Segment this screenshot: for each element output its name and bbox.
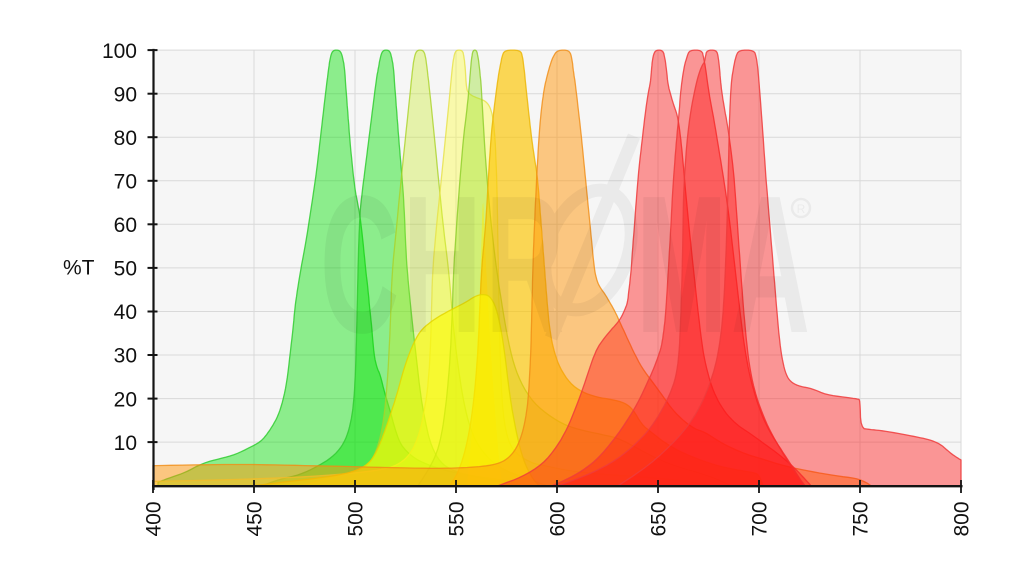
svg-text:60: 60	[114, 214, 137, 237]
svg-text:40: 40	[114, 301, 137, 324]
svg-text:80: 80	[114, 127, 137, 150]
svg-text:450: 450	[244, 501, 267, 536]
svg-text:500: 500	[345, 501, 368, 536]
svg-text:%T: %T	[63, 257, 95, 280]
svg-text:700: 700	[749, 501, 772, 536]
svg-text:550: 550	[446, 501, 469, 536]
svg-text:MA: MA	[636, 154, 813, 374]
svg-text:70: 70	[114, 171, 137, 194]
svg-text:600: 600	[547, 501, 570, 536]
svg-text:R: R	[797, 202, 806, 216]
svg-text:CHR: CHR	[320, 154, 568, 374]
svg-text:10: 10	[114, 432, 137, 455]
svg-text:400: 400	[143, 501, 166, 536]
svg-text:50: 50	[114, 258, 137, 281]
svg-text:750: 750	[850, 501, 873, 536]
svg-text:30: 30	[114, 345, 137, 368]
svg-text:650: 650	[648, 501, 671, 536]
svg-text:20: 20	[114, 388, 137, 411]
svg-text:90: 90	[114, 83, 137, 106]
svg-text:800: 800	[951, 501, 974, 536]
svg-text:100: 100	[102, 40, 137, 63]
